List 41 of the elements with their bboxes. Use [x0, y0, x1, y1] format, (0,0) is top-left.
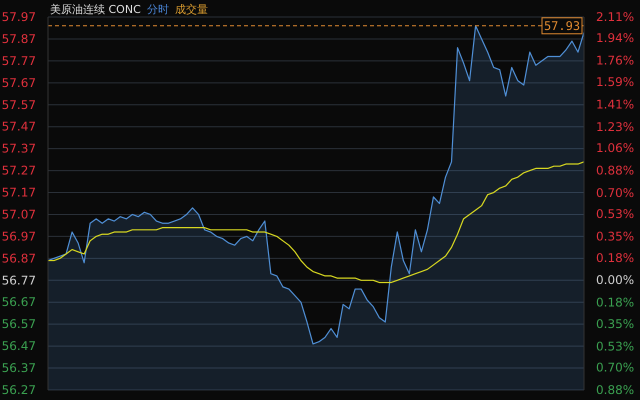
y2-tick-label: 0.88% — [596, 163, 634, 178]
y-tick-label: 57.37 — [2, 142, 36, 156]
y2-tick-label: 0.53% — [596, 207, 634, 222]
y2-tick-label: 1.06% — [596, 140, 634, 155]
ref-line-label: 57.93 — [544, 18, 580, 33]
y2-tick-label: 1.23% — [596, 120, 634, 134]
y2-tick-label: 0.18% — [596, 296, 634, 310]
y2-tick-label: 1.76% — [596, 54, 634, 68]
y-tick-label: 57.47 — [2, 120, 36, 134]
text: 成交量 — [174, 3, 208, 16]
y2-tick-label: 0.18% — [596, 250, 634, 265]
y-tick-label: 56.77 — [2, 273, 36, 288]
y2-tick-label: 0.35% — [596, 230, 634, 244]
y2-tick-label: 2.11% — [596, 10, 634, 24]
chart-title: 美原油连续 CONC — [50, 3, 141, 16]
y2-tick-label: 1.94% — [596, 31, 634, 46]
y-tick-label: 56.47 — [2, 339, 36, 354]
y2-tick-label: 1.59% — [596, 74, 634, 89]
y2-tick-label: 0.35% — [596, 316, 634, 331]
y2-tick-label: 1.41% — [596, 97, 634, 112]
y2-tick-label: 0.70% — [596, 186, 634, 200]
y-tick-label: 56.67 — [2, 295, 36, 310]
y-tick-label: 56.37 — [2, 361, 36, 376]
y-tick-label: 57.27 — [2, 164, 36, 178]
y-tick-label: 56.57 — [2, 317, 36, 332]
y2-tick-label: 0.00% — [596, 273, 634, 288]
y-tick-label: 56.87 — [2, 251, 36, 266]
y2-tick-label: 0.53% — [596, 339, 634, 354]
y-tick-label: 57.57 — [2, 98, 36, 112]
y2-tick-label: 0.70% — [596, 360, 634, 375]
y-tick-label: 56.97 — [2, 229, 36, 244]
y-tick-label: 57.67 — [2, 76, 36, 90]
y2-tick-label: 0.88% — [596, 383, 634, 397]
y-tick-label: 57.87 — [2, 32, 36, 46]
y-tick-label: 57.17 — [2, 186, 36, 200]
y-tick-label: 57.77 — [2, 54, 36, 68]
y-tick-label: 57.97 — [2, 10, 36, 24]
y-tick-label: 56.27 — [2, 383, 36, 397]
line-series — [47, 161, 585, 284]
text: 分时 — [146, 3, 169, 16]
y-tick-label: 57.07 — [2, 207, 36, 222]
